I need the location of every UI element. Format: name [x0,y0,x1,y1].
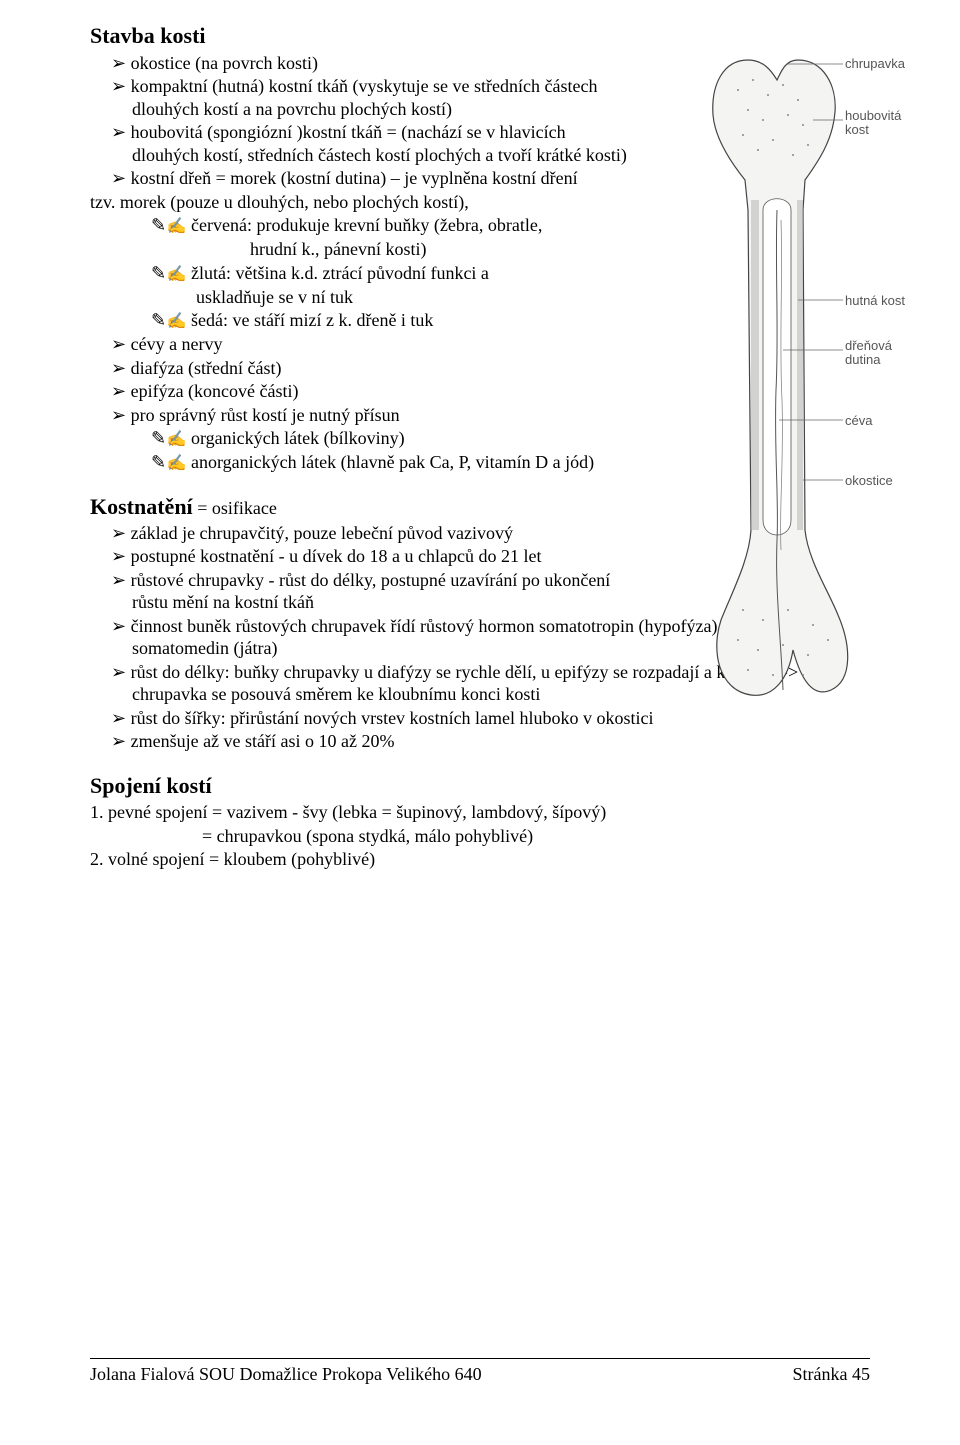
text: kompaktní (hutná) kostní tkáň (vyskytuje… [131,76,598,119]
text: cévy a nervy [131,334,223,354]
text-line: 2. volné spojení = kloubem (pohyblivé) [90,848,870,871]
text-cont: uskladňuje se v ní tuk [90,286,630,309]
text: šedá: ve stáří mizí z k. dřeně i tuk [191,310,433,330]
list-item: kompaktní (hutná) kostní tkáň (vyskytuje… [90,75,630,120]
page-footer: Jolana Fialová SOU Domažlice Prokopa Vel… [90,1358,870,1386]
fig-label-houbovita2: kost [845,122,869,138]
list-item: pro správný růst kostí je nutný přísun [90,404,630,427]
list-item: kostní dřeň = morek (kostní dutina) – je… [90,167,630,190]
list-item: diafýza (střední část) [90,357,630,380]
list-item: postupné kostnatění - u dívek do 18 a u … [90,545,630,568]
text: postupné kostnatění - u dívek do 18 a u … [131,546,542,566]
hand-icon [167,310,187,330]
text: pro správný růst kostí je nutný přísun [131,405,400,425]
hand-icon [167,428,187,448]
hand-icon [167,263,187,283]
heading-kostnateni: Kostnatění [90,494,193,519]
text-tzv: tzv. morek (pouze u dlouhých, nebo ploch… [90,191,630,214]
text: houbovitá (spongiózní )kostní tkáň = (na… [131,122,627,165]
list-item: růstové chrupavky - růst do délky, postu… [90,569,630,614]
hand-icon [167,215,187,235]
text: okostice (na povrch kosti) [131,53,318,73]
sub-item: šedá: ve stáří mizí z k. dřeně i tuk [90,309,630,332]
hand-icon [167,452,187,472]
bone-diagram: chrupavka houbovitá kost hutná kost dřeň… [693,50,898,700]
sub-item: červená: produkuje krevní buňky (žebra, … [90,214,630,237]
fig-label-hutna: hutná kost [845,293,905,309]
footer-left: Jolana Fialová SOU Domažlice Prokopa Vel… [90,1364,482,1384]
text: epifýza (koncové části) [131,381,299,401]
fig-label-chrupavka: chrupavka [845,56,905,72]
text: diafýza (střední část) [131,358,282,378]
sub-item: organických látek (bílkoviny) [90,427,630,450]
list-item: epifýza (koncové části) [90,380,630,403]
fig-label-okostice: okostice [845,473,893,489]
footer-right: Stránka 45 [793,1363,870,1386]
fig-label-drenova2: dutina [845,352,880,368]
subtitle-kostnateni: = osifikace [193,498,277,518]
text-line: = chrupavkou (spona stydká, málo pohybli… [90,825,870,848]
sub-item: anorganických látek (hlavně pak Ca, P, v… [90,451,630,474]
text: kostní dřeň = morek (kostní dutina) – je… [131,168,578,188]
list-item: zmenšuje až ve stáří asi o 10 až 20% [90,730,870,753]
sub-item: žlutá: většina k.d. ztrácí původní funkc… [90,262,630,285]
list-item: okostice (na povrch kosti) [90,52,630,75]
text: organických látek (bílkoviny) [191,428,405,448]
list-item: cévy a nervy [90,333,630,356]
bone-svg [693,50,898,700]
text-cont: hrudní k., pánevní kosti) [90,238,630,261]
list-item: základ je chrupavčitý, pouze lebeční pův… [90,522,630,545]
list-item: houbovitá (spongiózní )kostní tkáň = (na… [90,121,630,166]
heading-stavba: Stavba kosti [90,22,870,50]
text: červená: produkuje krevní buňky (žebra, … [191,215,542,235]
text: anorganických látek (hlavně pak Ca, P, v… [191,452,594,472]
text: žlutá: většina k.d. ztrácí původní funkc… [191,263,489,283]
fig-label-ceva: céva [845,413,872,429]
list-item: růst do šířky: přirůstání nových vrstev … [90,707,870,730]
heading-spojeni: Spojení kostí [90,772,870,800]
text: růstové chrupavky - růst do délky, postu… [131,570,611,613]
text: růst do šířky: přirůstání nových vrstev … [131,708,654,728]
text: zmenšuje až ve stáří asi o 10 až 20% [131,731,395,751]
text-line: 1. pevné spojení = vazivem - švy (lebka … [90,801,870,824]
text: základ je chrupavčitý, pouze lebeční pův… [131,523,513,543]
